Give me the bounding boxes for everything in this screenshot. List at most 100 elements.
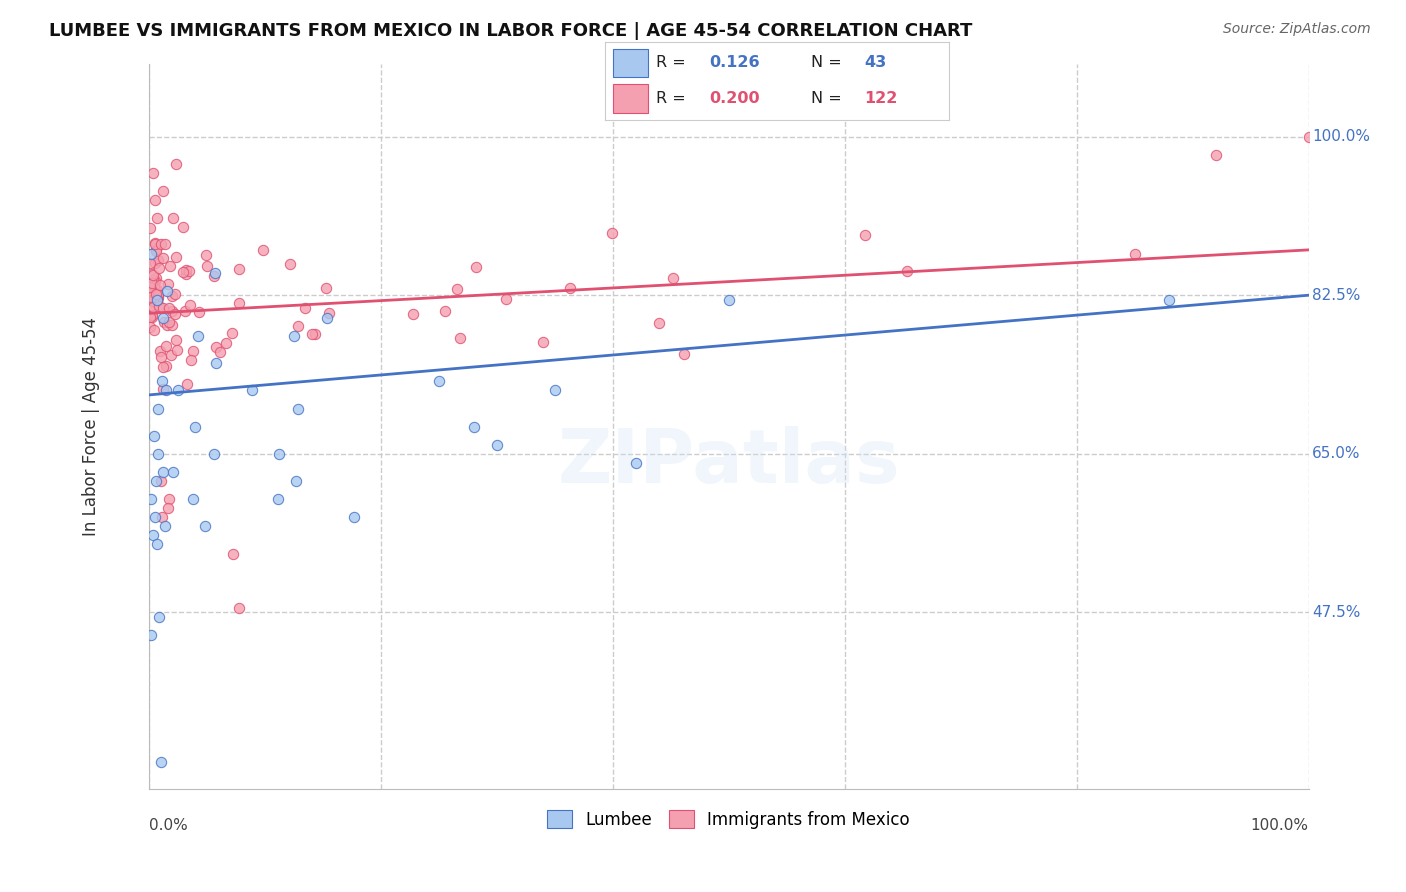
- Text: Source: ZipAtlas.com: Source: ZipAtlas.com: [1223, 22, 1371, 37]
- Point: [304, 327, 326, 342]
- Point: [141, 308, 163, 322]
- Point: [141, 310, 163, 325]
- Point: [427, 374, 450, 388]
- Point: [156, 277, 179, 291]
- Point: [141, 166, 163, 180]
- Point: [167, 384, 190, 398]
- Text: LUMBEE VS IMMIGRANTS FROM MEXICO IN LABOR FORCE | AGE 45-54 CORRELATION CHART: LUMBEE VS IMMIGRANTS FROM MEXICO IN LABO…: [49, 22, 973, 40]
- Point: [155, 359, 177, 373]
- Point: [434, 304, 457, 318]
- Point: [853, 227, 876, 242]
- Point: [172, 265, 194, 279]
- Point: [157, 301, 180, 315]
- Point: [283, 329, 305, 343]
- Point: [162, 211, 184, 226]
- Point: [145, 474, 167, 488]
- FancyBboxPatch shape: [613, 49, 648, 78]
- Point: [156, 284, 179, 298]
- Point: [495, 292, 517, 306]
- Point: [149, 351, 172, 365]
- Point: [165, 250, 187, 264]
- Point: [165, 157, 187, 171]
- Point: [602, 227, 624, 241]
- Point: [148, 610, 170, 624]
- Point: [204, 340, 226, 354]
- Point: [202, 269, 225, 284]
- Point: [294, 301, 316, 315]
- Text: R =: R =: [657, 91, 692, 105]
- Point: [142, 277, 165, 291]
- Text: 0.200: 0.200: [710, 91, 761, 105]
- Point: [142, 300, 165, 314]
- Point: [228, 601, 250, 615]
- Point: [153, 519, 176, 533]
- Text: 0.0%: 0.0%: [149, 818, 187, 833]
- Point: [180, 353, 202, 368]
- Point: [160, 318, 183, 332]
- Point: [176, 267, 198, 281]
- Point: [145, 289, 167, 303]
- Point: [150, 374, 173, 388]
- Point: [148, 299, 170, 313]
- Point: [166, 343, 188, 357]
- Point: [149, 343, 172, 358]
- Point: [343, 510, 366, 524]
- Point: [152, 310, 174, 325]
- Point: [139, 492, 162, 507]
- Point: [287, 401, 309, 416]
- Point: [139, 310, 162, 325]
- Point: [139, 221, 162, 235]
- Point: [165, 333, 187, 347]
- Point: [278, 257, 301, 271]
- Point: [173, 303, 195, 318]
- Point: [143, 274, 166, 288]
- Text: 122: 122: [865, 91, 898, 105]
- Point: [661, 271, 683, 285]
- Point: [896, 264, 918, 278]
- Point: [143, 279, 166, 293]
- Text: N =: N =: [811, 55, 848, 70]
- Point: [146, 447, 169, 461]
- Point: [544, 384, 567, 398]
- Point: [204, 356, 226, 370]
- Text: 65.0%: 65.0%: [1312, 446, 1361, 461]
- Point: [463, 419, 485, 434]
- Point: [162, 465, 184, 479]
- Point: [316, 310, 339, 325]
- Point: [146, 253, 169, 268]
- Point: [315, 281, 337, 295]
- FancyBboxPatch shape: [613, 85, 648, 112]
- Point: [152, 360, 174, 375]
- Point: [146, 291, 169, 305]
- Point: [174, 263, 197, 277]
- Point: [143, 235, 166, 250]
- Point: [155, 339, 177, 353]
- Point: [139, 319, 162, 334]
- Point: [209, 345, 232, 359]
- Point: [252, 243, 274, 257]
- Point: [465, 260, 488, 274]
- Point: [485, 438, 508, 452]
- Point: [139, 299, 162, 313]
- Point: [152, 184, 174, 198]
- Point: [142, 528, 165, 542]
- Point: [149, 237, 172, 252]
- Point: [267, 447, 290, 461]
- Point: [648, 316, 671, 330]
- Point: [402, 308, 425, 322]
- Point: [179, 297, 201, 311]
- Point: [560, 280, 582, 294]
- Point: [145, 289, 167, 303]
- Point: [1123, 247, 1146, 261]
- Point: [143, 428, 166, 442]
- Point: [157, 315, 180, 329]
- Point: [145, 242, 167, 256]
- Text: 0.126: 0.126: [710, 55, 761, 70]
- Point: [195, 259, 218, 273]
- Point: [143, 237, 166, 252]
- Text: N =: N =: [811, 91, 848, 105]
- Point: [142, 323, 165, 337]
- Point: [284, 474, 307, 488]
- Point: [146, 293, 169, 307]
- Point: [145, 211, 167, 226]
